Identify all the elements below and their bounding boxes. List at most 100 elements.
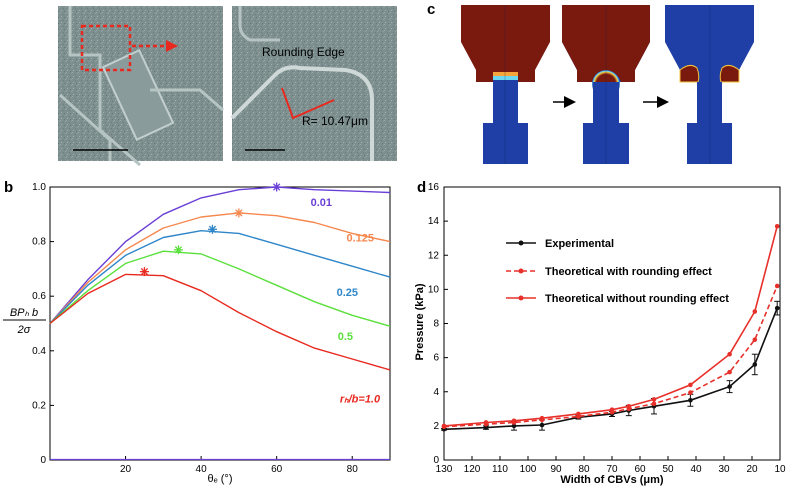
- chart-d-legend-label: Theoretical with rounding effect: [545, 266, 712, 278]
- chart-d-ytick-label: 16: [428, 182, 440, 193]
- chart-d-xlabel: Width of CBVs (μm): [560, 474, 664, 486]
- chart-b-peak-marker: [139, 267, 149, 277]
- chart-d-xtick-label: 60: [634, 464, 646, 475]
- chart-b-ytick-label: 0.8: [32, 237, 46, 248]
- chart-d-xtick-label: 120: [464, 464, 481, 475]
- chart-d-xtick-label: 80: [578, 464, 590, 475]
- chart-b-series-label: rₕ/b=1.0: [340, 394, 381, 406]
- radius-label: R= 10.47μm: [302, 114, 368, 128]
- chart-d-point: [727, 351, 732, 357]
- chart-d-legend-marker: [518, 240, 524, 246]
- chart-b-frame: [49, 186, 391, 461]
- chart-d-point: [576, 411, 581, 417]
- rounding-edge-label: Rounding Edge: [262, 45, 345, 59]
- chart-d-series-2: [443, 225, 778, 427]
- sem-image-left: [58, 6, 224, 167]
- chart-d-point: [752, 337, 758, 343]
- chart-d-point: [651, 401, 657, 406]
- chart-b-ytick-label: 1.0: [32, 182, 46, 193]
- chart-b-series-label: 0.01: [311, 197, 332, 209]
- panel-a: a Rounding Edge R= 10.47μm: [58, 1, 397, 167]
- chart-d-ytick-label: 4: [433, 387, 439, 398]
- chart-b-ylabel-denominator: 2σ: [17, 324, 31, 336]
- simulation-frame-1: [461, 5, 550, 164]
- chart-b-series-3: [49, 250, 391, 327]
- panel-c: c: [427, 1, 754, 164]
- chart-b-series-label: 0.125: [346, 233, 374, 245]
- chart-b-series-label: 0.5: [338, 331, 353, 343]
- simulation-frame-2: [562, 5, 650, 164]
- chart-d-legend-label: Experimental: [545, 238, 614, 250]
- chart-d-point: [609, 407, 615, 412]
- chart-d-point: [483, 425, 489, 430]
- panel-d-label: d: [417, 179, 426, 196]
- chart-b-xtick-label: 40: [196, 464, 208, 475]
- chart-d-xtick-label: 30: [718, 464, 730, 475]
- chart-d-ytick-label: 2: [433, 421, 439, 432]
- chart-d-ylabel: Pressure (kPa): [414, 283, 426, 360]
- chart-d-xtick-label: 90: [550, 464, 562, 475]
- chart-b-peak-marker: [173, 245, 183, 255]
- chart-d-xtick-label: 70: [606, 464, 618, 475]
- chart-b-xtick-label: 60: [271, 464, 283, 475]
- chart-d-legend-marker: [518, 295, 524, 301]
- chart-b-series-label: 0.25: [337, 287, 358, 299]
- chart-d-point: [727, 384, 732, 389]
- chart-b-ytick-label: 0: [40, 455, 46, 466]
- chart-d-point: [441, 423, 447, 429]
- chart-b-peak-marker: [272, 182, 282, 192]
- chart-b-series-1: [49, 212, 391, 324]
- chart-d-ytick-label: 6: [433, 353, 439, 364]
- chart-d-point: [483, 420, 489, 425]
- chart-d-legend-marker: [518, 268, 524, 274]
- panel-b-label: b: [4, 179, 13, 196]
- chart-b-ylabel-numerator: BPₕ b: [10, 307, 38, 319]
- chart-d-ytick-label: 12: [428, 250, 440, 261]
- chart-d-series-1: [443, 285, 778, 428]
- zoom-box: [80, 24, 132, 72]
- chart-d-point: [774, 223, 780, 229]
- chart-d-point: [774, 305, 780, 311]
- chart-b-series-2: [49, 230, 391, 324]
- zoom-arrow-icon: [166, 40, 178, 52]
- chart-d-ytick-label: 0: [433, 455, 439, 466]
- chart-d-xtick-label: 130: [436, 464, 453, 475]
- chart-b-ytick-label: 0.2: [32, 400, 46, 411]
- chart-d-point: [651, 397, 657, 402]
- chart-d-frame: [443, 186, 781, 461]
- chart-d-point: [688, 390, 693, 395]
- chart-d-point: [511, 423, 517, 429]
- chart-d-point: [727, 369, 732, 375]
- chart-b-xtick-label: 80: [347, 464, 359, 475]
- chart-d-point: [752, 362, 758, 367]
- radius-marker: [281, 87, 335, 120]
- chart-d-xtick-label: 40: [690, 464, 702, 475]
- chart-b-ytick-label: 0.4: [32, 346, 46, 357]
- chart-b-peak-marker: [207, 224, 217, 234]
- chart-b-xlabel: θₑ (°): [208, 473, 233, 485]
- chart-b-series-0: [49, 186, 391, 324]
- chart-d-xtick-label: 100: [520, 464, 537, 475]
- chart-d-point: [539, 422, 545, 428]
- chart-d-point: [752, 309, 758, 314]
- chart-d-ytick-label: 8: [433, 319, 439, 330]
- panel-d: d 130 120 110 100 90 80 70 60 50 40 30 20 1002468101…: [414, 179, 786, 486]
- chart-b-series-4: [49, 273, 391, 371]
- chart-d-point: [511, 418, 517, 424]
- chart-d-xtick-label: 10: [774, 464, 786, 475]
- simulation-frame-3: [665, 5, 754, 164]
- chart-d-point: [626, 403, 632, 409]
- chart-d-series-0: [443, 307, 778, 431]
- chart-d-point: [774, 283, 780, 289]
- chart-d-xtick-label: 110: [492, 464, 508, 475]
- chart-b-peak-marker: [234, 208, 244, 218]
- chart-d-point: [688, 397, 693, 403]
- chart-d-point: [688, 382, 693, 388]
- chart-d-point: [539, 415, 545, 421]
- chart-d-legend-label: Theoretical without rounding effect: [545, 293, 729, 305]
- sem-image-right: Rounding Edge R= 10.47μm: [230, 6, 397, 161]
- chart-b-xtick-label: 20: [120, 464, 132, 475]
- panel-c-label: c: [427, 1, 435, 18]
- chart-d-ytick-label: 10: [428, 284, 440, 295]
